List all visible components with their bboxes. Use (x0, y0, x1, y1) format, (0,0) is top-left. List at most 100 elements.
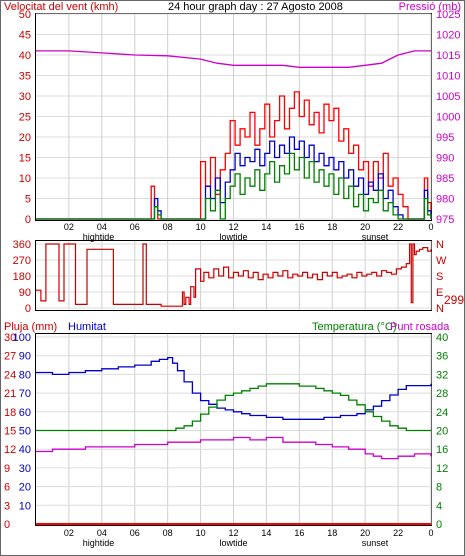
x-tick-label: 16 (294, 222, 304, 232)
wind-tick-label: 5 (25, 194, 31, 206)
wind-tick-label: 25 (19, 112, 31, 124)
tide-event-label: sunset (362, 232, 389, 242)
temperature-tick-label: 32 (436, 369, 448, 381)
dewpoint-axis-label: Punt rosada (390, 321, 450, 333)
x-tick-label: 08 (163, 528, 173, 538)
x-tick-label: 20 (360, 528, 370, 538)
series-pressi-mb- (36, 50, 431, 68)
x-tick-label: 08 (163, 222, 173, 232)
humidity-tick-label: 40 (19, 444, 31, 456)
x-tick-label: 22 (393, 222, 403, 232)
wind-tick-label: 40 (19, 50, 31, 62)
humidity-tick-label: 10 (19, 500, 31, 512)
pressure-tick-label: 1015 (436, 50, 460, 62)
temperature-axis-label: Temperatura (°C) (312, 321, 396, 333)
direction-tick-label: 360 (13, 239, 31, 251)
pressure-tick-label: 995 (436, 132, 454, 144)
temp-humidity-panel: Pluja (mm) Humitat Temperatura (°C) Punt… (4, 321, 450, 548)
pressure-tick-label: 1020 (436, 30, 460, 42)
rain-tick-label: 21 (4, 388, 16, 400)
rain-tick-label: 27 (4, 351, 16, 363)
x-tick-label: 16 (294, 528, 304, 538)
pressure-ticks: 975 980 985 990 995 1000 1005 1010 1015 1020 1025 (436, 9, 460, 226)
x-tick-label: 20 (360, 222, 370, 232)
rain-tick-label: 12 (4, 444, 16, 456)
x-tick-label: 0 (428, 528, 433, 538)
compass-tick-label: N (436, 239, 444, 251)
tide-event-label: lowtide (219, 232, 247, 242)
x-tick-label: 06 (130, 222, 140, 232)
direction-tick-label: 90 (19, 287, 31, 299)
x-tick-label: 10 (196, 222, 206, 232)
pressure-tick-label: 1010 (436, 71, 460, 83)
humidity-axis-label: Humitat (68, 321, 106, 333)
temperature-tick-label: 16 (436, 444, 448, 456)
rain-tick-label: 30 (4, 332, 16, 344)
x-tick-label: 22 (393, 528, 403, 538)
humidity-tick-label: 100 (13, 332, 31, 344)
temperature-tick-label: 20 (436, 426, 448, 438)
wind-tick-label: 0 (25, 214, 31, 226)
current-direction-value: 299 (444, 293, 464, 307)
rain-axis-label: Pluja (mm) (4, 321, 57, 333)
temperature-tick-label: 36 (436, 351, 448, 363)
x-tick-label: 0 (428, 222, 433, 232)
rain-tick-label: 6 (4, 482, 10, 494)
temperature-tick-label: 8 (436, 482, 442, 494)
wind-tick-label: 20 (19, 132, 31, 144)
x-tick-label: 02 (64, 222, 74, 232)
x-tick-label: 18 (327, 222, 337, 232)
series-direction (36, 243, 432, 307)
humidity-tick-label: 90 (19, 351, 31, 363)
chart-title: 24 hour graph day : 27 Agosto 2008 (168, 1, 343, 13)
wind-gridlines (36, 13, 432, 220)
wind-axis-label: Velocitat del vent (kmh) (4, 1, 118, 13)
x-tick-label: 12 (228, 528, 238, 538)
x-tick-label: 04 (97, 528, 107, 538)
wind-speed-ticks: 0 5 10 15 20 25 30 35 40 45 50 (19, 9, 31, 226)
direction-series (36, 243, 432, 307)
x-tick-label: 02 (64, 528, 74, 538)
compass-tick-label: W (436, 255, 447, 267)
compass-tick-label: E (436, 287, 443, 299)
rain-humidity-ticks: 0 3 6 9 12 15 18 21 24 27 30 10 20 30 40 50 60 70 80 90 100 (4, 332, 31, 531)
pressure-tick-label: 1005 (436, 91, 460, 103)
compass-tick-label: S (436, 271, 443, 283)
temperature-tick-label: 0 (436, 519, 442, 531)
direction-tick-label: 0 (25, 303, 31, 315)
rain-tick-label: 3 (4, 500, 10, 512)
humidity-tick-label: 70 (19, 388, 31, 400)
temperature-tick-label: 40 (436, 332, 448, 344)
x-tick-label: 12 (228, 222, 238, 232)
x-tick-label: 14 (261, 528, 271, 538)
rain-tick-label: 9 (4, 463, 10, 475)
wind-tick-label: 30 (19, 91, 31, 103)
compass-tick-label: N (436, 303, 444, 315)
wind-tick-label: 35 (19, 71, 31, 83)
tide-event-label: sunset (362, 538, 389, 548)
pressure-axis-label: Pressió (mb) (399, 1, 461, 13)
wind-pressure-series (36, 50, 432, 220)
pressure-tick-label: 1000 (436, 112, 460, 124)
direction-tick-label: 270 (13, 255, 31, 267)
rain-tick-label: 0 (4, 519, 10, 531)
wind-tick-label: 50 (19, 9, 31, 21)
temp-x-ticks: 02 04 06 08 10 12 14 16 18 20 22 0 hightide lowtide su… (64, 528, 434, 548)
humidity-tick-label: 80 (19, 369, 31, 381)
rain-tick-label: 15 (4, 426, 16, 438)
series-humitat (36, 356, 432, 420)
x-tick-label: 10 (196, 528, 206, 538)
series-min (36, 152, 432, 220)
pressure-tick-label: 980 (436, 194, 454, 206)
temperature-tick-label: 4 (436, 500, 442, 512)
x-tick-label: 14 (261, 222, 271, 232)
pressure-tick-label: 985 (436, 173, 454, 185)
tide-event-label: hightide (83, 232, 115, 242)
x-tick-label: 04 (97, 222, 107, 232)
wind-tick-label: 45 (19, 30, 31, 42)
tide-event-label: lowtide (219, 538, 247, 548)
